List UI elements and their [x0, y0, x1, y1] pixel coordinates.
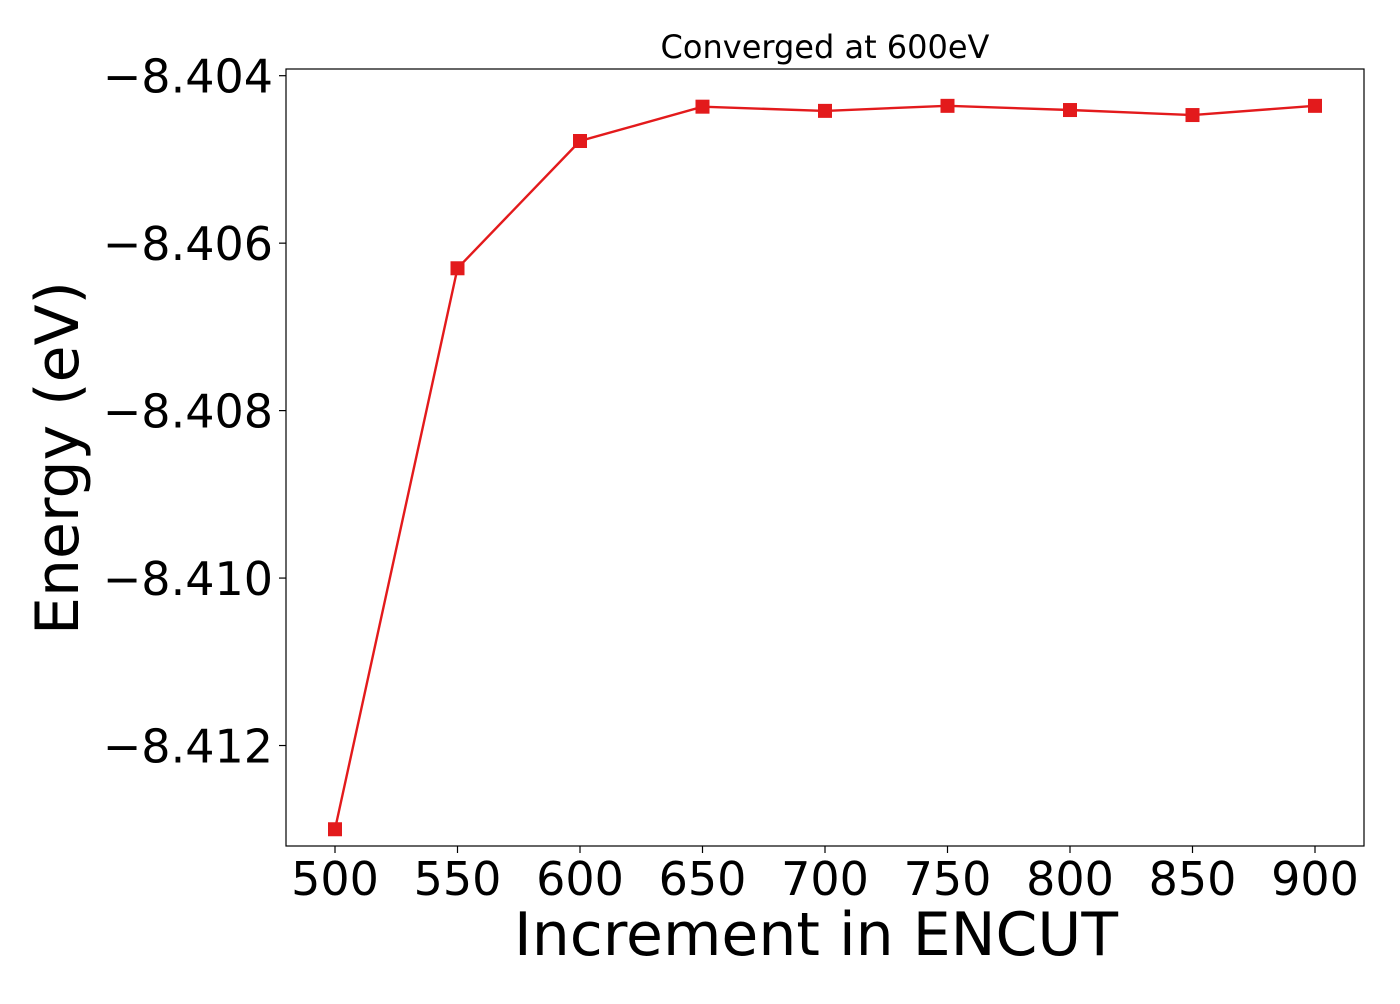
series-layer: [328, 98, 1322, 837]
x-tick-label: 600: [536, 852, 624, 906]
y-tick-label: −8.410: [103, 552, 273, 606]
x-tick-label: 700: [781, 852, 869, 906]
data-point-marker: [940, 98, 955, 113]
label-layer: Converged at 600eV Increment in ENCUT En…: [23, 28, 1118, 970]
x-tick-label: 800: [1026, 852, 1114, 906]
data-point-marker: [1063, 103, 1077, 118]
data-point-marker: [1185, 108, 1200, 123]
y-tick-label: −8.408: [103, 385, 273, 439]
data-point-marker: [695, 99, 710, 114]
x-axis-label: Increment in ENCUT: [514, 900, 1118, 970]
data-point-marker: [573, 134, 587, 149]
x-tick-label: 650: [659, 852, 747, 906]
y-tick-label: −8.412: [103, 720, 273, 774]
x-tick-label: 500: [291, 852, 379, 906]
plot-frame: [285, 68, 1365, 847]
series-line: [333, 104, 1316, 830]
axes-layer: 500 550 600 650 700 750 800 850 900 −8.404 −8.406 −…: [103, 50, 1365, 906]
data-point-marker: [1308, 98, 1322, 113]
x-tick-label: 750: [904, 852, 992, 906]
data-point-marker: [450, 261, 465, 276]
data-point-marker: [328, 822, 342, 837]
chart-title: Converged at 600eV: [661, 28, 990, 66]
x-tick-label: 550: [414, 852, 502, 906]
data-point-marker: [818, 103, 832, 118]
y-tick-label: −8.404: [103, 50, 273, 104]
x-tick-label: 850: [1149, 852, 1237, 906]
x-tick-label: 900: [1271, 852, 1359, 906]
y-axis-label: Energy (eV): [23, 281, 93, 635]
y-tick-label: −8.406: [103, 217, 273, 271]
